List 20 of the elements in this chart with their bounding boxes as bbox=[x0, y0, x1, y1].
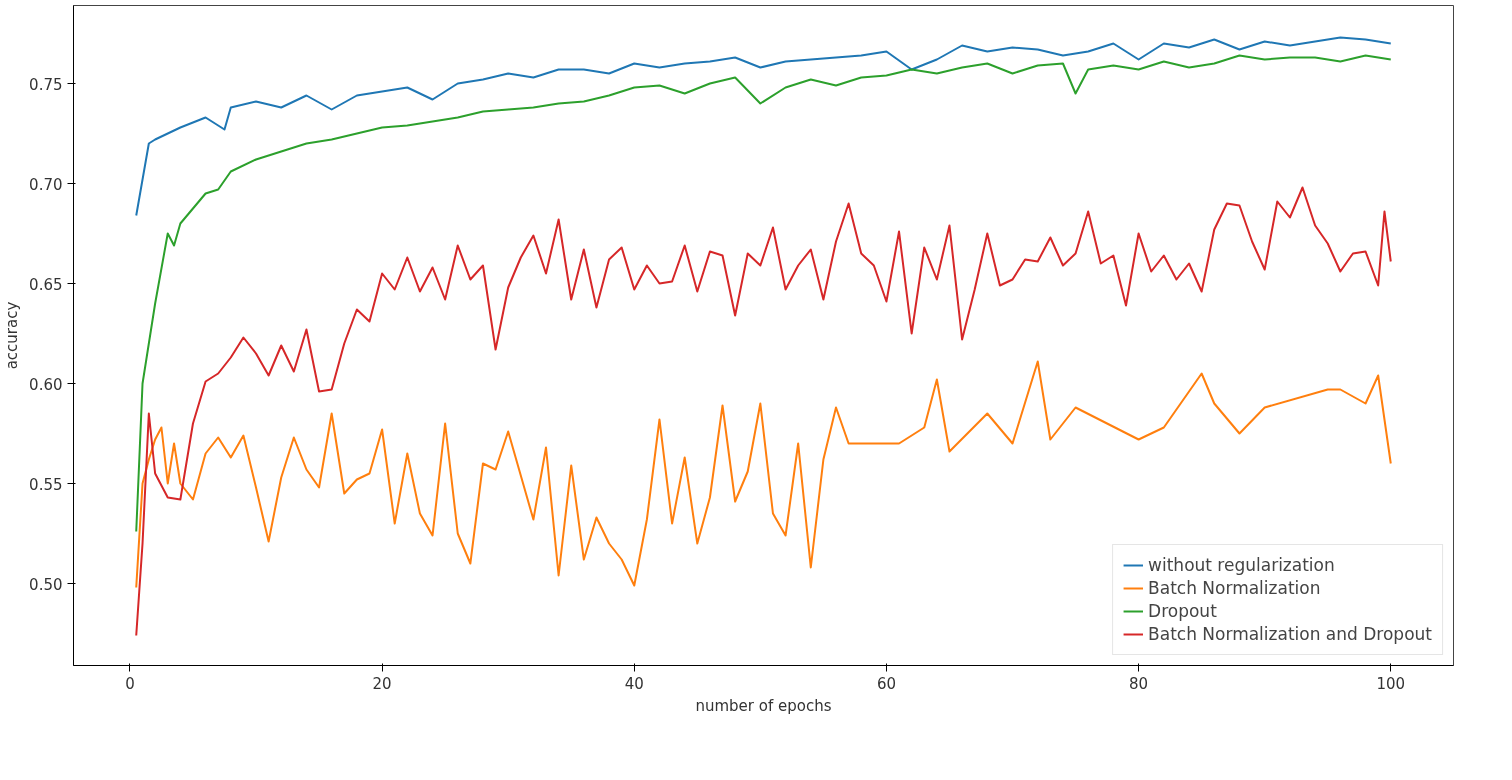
legend-label: Dropout bbox=[1148, 601, 1217, 621]
y-tick-label: 0.75 bbox=[29, 75, 63, 94]
legend-label: Batch Normalization and Dropout bbox=[1148, 624, 1432, 644]
legend-label: Batch Normalization bbox=[1148, 578, 1321, 598]
y-tick-label: 0.65 bbox=[29, 275, 63, 294]
line-series bbox=[135, 54, 1392, 533]
y-tick-label: 0.70 bbox=[29, 175, 63, 194]
y-axis-title: accuracy bbox=[3, 301, 22, 370]
x-tick-label: 40 bbox=[624, 674, 644, 693]
x-tick-label: 0 bbox=[125, 674, 135, 693]
x-tick-label: 100 bbox=[1376, 674, 1406, 693]
y-tick-label: 0.60 bbox=[29, 375, 63, 394]
x-tick-label: 20 bbox=[372, 674, 392, 693]
x-tick-label: 60 bbox=[876, 674, 896, 693]
x-axis-title: number of epochs bbox=[695, 696, 832, 715]
x-tick-label: 80 bbox=[1129, 674, 1149, 693]
line-series bbox=[135, 36, 1392, 217]
legend-label: without regularization bbox=[1148, 555, 1335, 575]
y-tick-label: 0.50 bbox=[29, 575, 63, 594]
y-tick-label: 0.55 bbox=[29, 475, 63, 494]
